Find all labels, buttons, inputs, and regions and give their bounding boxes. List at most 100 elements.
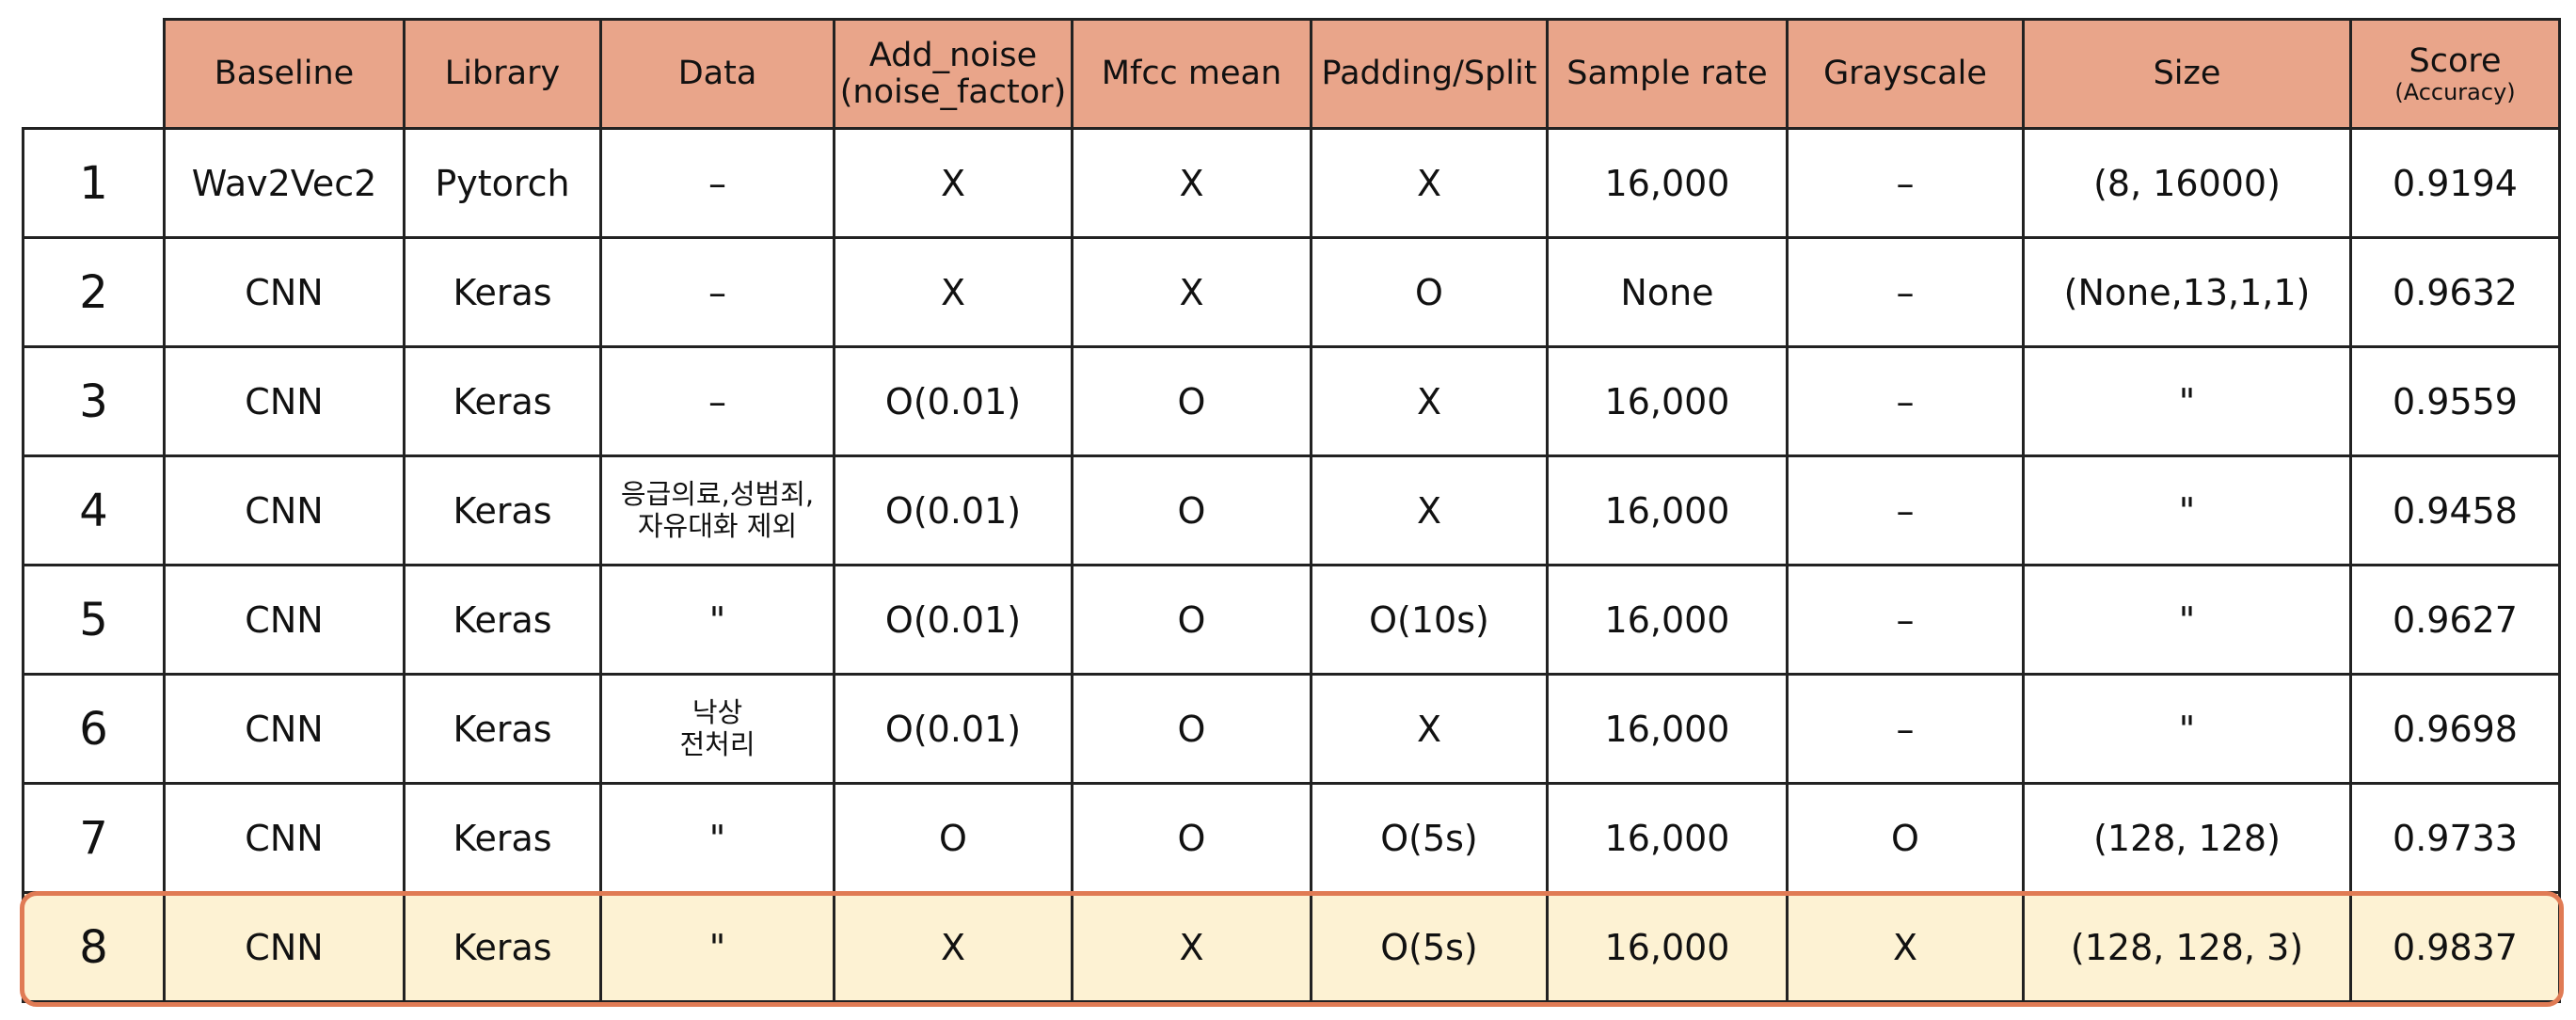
cell: – xyxy=(1786,564,2025,676)
cell: CNN xyxy=(163,564,405,676)
cell: O xyxy=(1071,673,1312,785)
cell: 16,000 xyxy=(1546,127,1789,239)
cell: Wav2Vec2 xyxy=(163,127,405,239)
cell: (8, 16000) xyxy=(2022,127,2352,239)
cell: Pytorch xyxy=(403,127,602,239)
header-text: Library xyxy=(444,55,561,93)
cell: X xyxy=(1310,345,1549,457)
row-number: 7 xyxy=(22,782,166,894)
cell: CNN xyxy=(163,673,405,785)
cell: – xyxy=(599,127,835,239)
cell: CNN xyxy=(163,345,405,457)
table-row: 2 CNN Keras – X X O None – (None,13,1,1) 0.9632 xyxy=(22,236,2561,348)
cell: X xyxy=(1071,236,1312,348)
cell: – xyxy=(1786,673,2025,785)
cell: X xyxy=(1310,454,1549,566)
cell: CNN xyxy=(163,782,405,894)
header-cell: Mfcc mean xyxy=(1071,18,1312,130)
table-row: 8 CNN Keras " X X O(5s) 16,000 X (128, 128, 3) 0.9… xyxy=(22,891,2561,1003)
cell: Keras xyxy=(403,236,602,348)
cell-line: 자유대화 제외 xyxy=(637,509,798,542)
header-text: Grayscale xyxy=(1823,55,1987,93)
cell: (128, 128, 3) xyxy=(2022,891,2352,1003)
header-text: Mfcc mean xyxy=(1101,55,1282,93)
cell: " xyxy=(2022,673,2352,785)
cell: " xyxy=(2022,345,2352,457)
header-text: (noise_factor) xyxy=(839,72,1067,111)
header-cell: Score (Accuracy) xyxy=(2349,18,2561,130)
cell-line: 응급의료,성범죄, xyxy=(620,478,815,511)
cell: (128, 128) xyxy=(2022,782,2352,894)
cell: Keras xyxy=(403,673,602,785)
header-text: (Accuracy) xyxy=(2394,78,2516,105)
cell: – xyxy=(599,236,835,348)
header-cell: Padding/Split xyxy=(1310,18,1549,130)
header-cell: Baseline xyxy=(163,18,405,130)
cell: O(0.01) xyxy=(833,564,1073,676)
cell: O xyxy=(1071,564,1312,676)
cell: " xyxy=(599,782,835,894)
header-text: Size xyxy=(2153,55,2221,93)
cell: X xyxy=(1071,891,1312,1003)
row-number: 4 xyxy=(22,454,166,566)
header-cell: Grayscale xyxy=(1786,18,2025,130)
header-cell: Data xyxy=(599,18,835,130)
cell: 0.9733 xyxy=(2349,782,2561,894)
table-row: 1 Wav2Vec2 Pytorch – X X X 16,000– (8, 16000) 0.9… xyxy=(22,127,2561,239)
row-number: 6 xyxy=(22,673,166,785)
cell: O xyxy=(1071,345,1312,457)
cell: O xyxy=(1786,782,2025,894)
cell: 0.9632 xyxy=(2349,236,2561,348)
header-cell: Size xyxy=(2022,18,2352,130)
cell: O xyxy=(1071,782,1312,894)
cell: 0.9458 xyxy=(2349,454,2561,566)
row-number: 3 xyxy=(22,345,166,457)
cell: 16,000 xyxy=(1546,454,1789,566)
cell: 16,000 xyxy=(1546,345,1789,457)
header-text: Score xyxy=(2409,42,2502,81)
cell: 0.9559 xyxy=(2349,345,2561,457)
cell: X xyxy=(1310,673,1549,785)
row-number: 1 xyxy=(22,127,166,239)
cell: 0.9698 xyxy=(2349,673,2561,785)
cell: Keras xyxy=(403,782,602,894)
table-row: 6 CNN Keras 낙상 전처리 O(0.01) O X 16,000– " 0.9698 xyxy=(22,673,2561,785)
cell: X xyxy=(1071,127,1312,239)
cell: O(5s) xyxy=(1310,782,1549,894)
row-number: 5 xyxy=(22,564,166,676)
cell: O(0.01) xyxy=(833,345,1073,457)
cell: O(0.01) xyxy=(833,454,1073,566)
cell: Keras xyxy=(403,345,602,457)
cell: CNN xyxy=(163,891,405,1003)
table-row: 4 CNN Keras 응급의료,성범죄, 자유대화 제외 O(0.01) O X 16,000… xyxy=(22,454,2561,566)
cell: O(0.01) xyxy=(833,673,1073,785)
cell: " xyxy=(2022,454,2352,566)
table-row: 3 CNN Keras – O(0.01) O X 16,000– " 0.9559 xyxy=(22,345,2561,457)
cell: – xyxy=(1786,454,2025,566)
cell: – xyxy=(1786,236,2025,348)
cell: 낙상 전처리 xyxy=(599,673,835,785)
header-text: Sample rate xyxy=(1566,55,1768,93)
header-text: Add_noise xyxy=(868,37,1038,74)
cell: Keras xyxy=(403,891,602,1003)
cell: 응급의료,성범죄, 자유대화 제외 xyxy=(599,454,835,566)
cell: CNN xyxy=(163,454,405,566)
header-cell: Add_noise (noise_factor) xyxy=(833,18,1073,130)
header-text: Padding/Split xyxy=(1321,55,1537,93)
cell: X xyxy=(1310,127,1549,239)
cell: – xyxy=(599,345,835,457)
cell: 0.9837 xyxy=(2349,891,2561,1003)
header-cell: Sample rate xyxy=(1546,18,1789,130)
cell: X xyxy=(833,236,1073,348)
cell: X xyxy=(833,891,1073,1003)
cell: O xyxy=(833,782,1073,894)
cell-line: 낙상 xyxy=(692,696,743,729)
corner-cell xyxy=(23,19,166,130)
table-row: 7 CNN Keras " O O O(5s) 16,000 O (128, 128) 0.9733 xyxy=(22,782,2561,894)
cell-line: 전처리 xyxy=(679,727,755,760)
cell: – xyxy=(1786,345,2025,457)
cell: 16,000 xyxy=(1546,673,1789,785)
cell: O(5s) xyxy=(1310,891,1549,1003)
cell: Keras xyxy=(403,454,602,566)
